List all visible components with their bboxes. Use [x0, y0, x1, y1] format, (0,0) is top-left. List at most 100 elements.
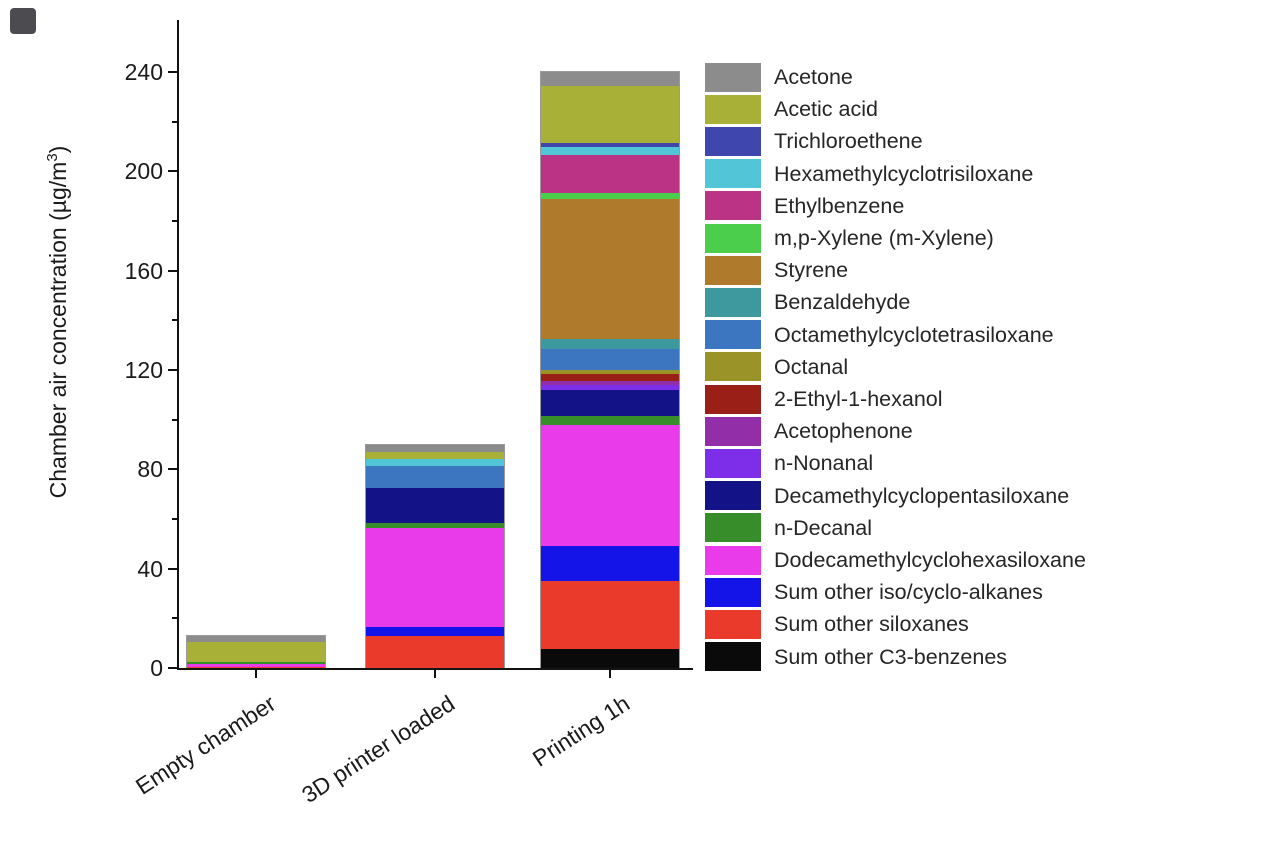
segment-n-decanal [366, 522, 504, 528]
legend-item: Hexamethylcyclotrisiloxane [705, 159, 1033, 189]
y-tick-label: 240 [124, 59, 163, 85]
legend-label: Sum other C3-benzenes [774, 644, 1008, 669]
legend-swatch-decamethylcyclopentasiloxane [705, 481, 761, 511]
legend-item: Acetophenone [705, 416, 913, 446]
legend-label: Sum other siloxanes [774, 612, 969, 637]
x-tick [255, 670, 257, 678]
legend-swatch-m-p-xylene-m-xylene- [705, 223, 761, 253]
legend-item: Octanal [705, 352, 848, 382]
legend-label: Hexamethylcyclotrisiloxane [774, 161, 1034, 186]
x-category-label: Empty chamber [130, 690, 281, 800]
segment-decamethylcyclopentasiloxane [366, 487, 504, 523]
legend-item: Benzaldehyde [705, 287, 910, 317]
segment-hexamethylcyclotrisiloxane [541, 146, 679, 156]
legend-label: m,p-Xylene (m-Xylene) [774, 226, 994, 250]
y-major-tick [168, 269, 177, 272]
legend-swatch-dodecamethylcyclohexasiloxane [705, 545, 761, 575]
legend-swatch-octanal [705, 352, 761, 382]
segment-sum-other-siloxanes [187, 666, 325, 668]
x-tick [434, 670, 436, 678]
y-minor-tick [172, 319, 177, 322]
segment-acetone [366, 444, 504, 452]
legend-label: Acetic acid [774, 97, 878, 122]
legend-item: n-Nonanal [705, 448, 873, 478]
x-tick [609, 670, 611, 678]
legend-item: Dodecamethylcyclohexasiloxane [705, 545, 1086, 575]
legend-swatch-n-decanal [705, 513, 761, 543]
y-tick-label: 0 [150, 655, 163, 681]
y-tick-label: 120 [124, 357, 163, 383]
y-axis-line [177, 20, 179, 670]
legend-label: Octamethylcyclotetrasiloxane [774, 322, 1054, 347]
legend-item: Styrene [705, 255, 848, 285]
segment-2-ethyl-1-hexanol [541, 373, 679, 382]
segment-styrene [541, 198, 679, 340]
y-axis-title-close: ) [44, 145, 71, 154]
segment-acetic-acid [541, 85, 679, 143]
segment-sum-other-siloxanes [541, 581, 679, 650]
legend-label: Ethylbenzene [774, 193, 905, 218]
segment-sum-other-iso-cyclo-alkanes [541, 546, 679, 582]
legend-label: Octanal [774, 354, 849, 379]
legend-label: Benzaldehyde [774, 290, 911, 315]
segment-n-decanal [187, 661, 325, 665]
y-minor-tick [172, 220, 177, 222]
y-major-tick [168, 369, 177, 371]
legend-item: Sum other C3-benzenes [705, 642, 1007, 672]
segment-acetophenone [541, 381, 679, 385]
legend-swatch-hexamethylcyclotrisiloxane [705, 159, 761, 189]
legend-label: n-Nonanal [774, 451, 874, 476]
legend-item: Decamethylcyclopentasiloxane [705, 481, 1069, 511]
bar-3d-printer-loaded [365, 443, 505, 669]
segment-ethylbenzene [541, 155, 679, 193]
x-category-label: Printing 1h [527, 690, 635, 772]
legend-item: Acetic acid [705, 94, 878, 124]
legend-swatch-sum-other-c3-benzenes [705, 642, 761, 672]
legend-swatch-n-nonanal [705, 448, 761, 478]
segment-trichloroethene [541, 142, 679, 147]
legend-swatch-octamethylcyclotetrasiloxane [705, 320, 761, 350]
legend-item: m,p-Xylene (m-Xylene) [705, 223, 994, 253]
segment-octamethylcyclotetrasiloxane [541, 348, 679, 371]
legend-label: Decamethylcyclopentasiloxane [774, 483, 1070, 508]
y-minor-tick [172, 617, 177, 620]
legend-item: 2-Ethyl-1-hexanol [705, 384, 943, 414]
legend-swatch-benzaldehyde [705, 287, 761, 317]
segment-acetic-acid [187, 641, 325, 662]
segment-decamethylcyclopentasiloxane [541, 389, 679, 416]
legend-item: Acetone [705, 62, 853, 92]
x-category-label: 3D printer loaded [297, 690, 460, 808]
legend-swatch-acetic-acid [705, 94, 761, 124]
x-axis-line [177, 668, 693, 670]
y-major-tick [168, 567, 177, 570]
y-axis-title-superscript: 3 [44, 153, 62, 162]
y-tick-label: 40 [137, 555, 163, 582]
segment-dodecamethylcyclohexasiloxane [187, 664, 325, 667]
segment-acetone [187, 635, 325, 642]
segment-sum-other-siloxanes [366, 635, 504, 668]
legend-label: Dodecamethylcyclohexasiloxane [774, 548, 1086, 572]
segment-n-decanal [541, 415, 679, 425]
segment-acetone [541, 72, 679, 86]
y-major-tick [168, 468, 177, 471]
y-axis-title-text: Chamber air concentration (µg/m [44, 161, 71, 499]
legend-swatch-acetophenone [705, 416, 761, 446]
segment-acetic-acid [366, 452, 504, 460]
legend-label: Trichloroethene [774, 129, 923, 154]
legend-swatch-trichloroethene [705, 126, 761, 156]
y-tick-label: 80 [137, 456, 163, 483]
legend-swatch-styrene [705, 255, 761, 285]
segment-dodecamethylcyclohexasiloxane [366, 527, 504, 628]
segment-sum-other-c3-benzenes [541, 649, 679, 668]
legend-label: Styrene [774, 258, 849, 283]
y-minor-tick [172, 518, 177, 520]
legend-item: n-Decanal [705, 513, 872, 543]
legend-item: Sum other siloxanes [705, 609, 969, 639]
y-major-tick [168, 667, 177, 669]
legend-item: Sum other iso/cyclo-alkanes [705, 577, 1043, 607]
bar-printing-1h [540, 71, 680, 669]
corner-artifact [10, 8, 36, 34]
legend-label: Sum other iso/cyclo-alkanes [774, 580, 1043, 605]
legend-swatch-acetone [705, 62, 761, 92]
